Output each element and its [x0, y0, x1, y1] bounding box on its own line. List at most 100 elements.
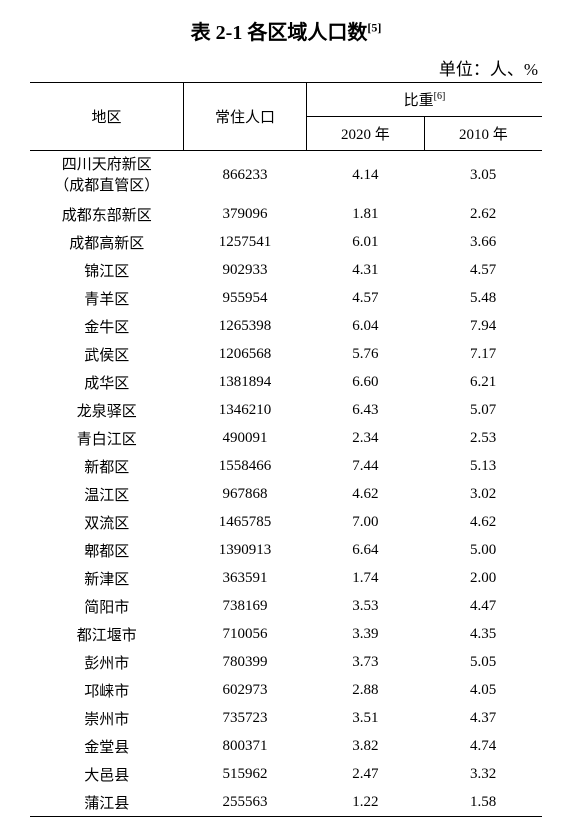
cell-p2010: 7.94 [424, 312, 542, 340]
cell-population: 866233 [184, 151, 307, 201]
cell-population: 955954 [184, 284, 307, 312]
cell-p2020: 6.60 [306, 368, 424, 396]
cell-p2020: 2.88 [306, 676, 424, 704]
cell-p2020: 4.57 [306, 284, 424, 312]
cell-population: 1558466 [184, 452, 307, 480]
table-row: 大邑县5159622.473.32 [30, 760, 542, 788]
cell-p2020: 4.14 [306, 151, 424, 201]
cell-p2010: 1.58 [424, 788, 542, 817]
cell-p2010: 5.00 [424, 536, 542, 564]
cell-region: 新津区 [30, 564, 184, 592]
cell-p2010: 3.02 [424, 480, 542, 508]
cell-p2020: 3.82 [306, 732, 424, 760]
cell-region: 成都东部新区 [30, 200, 184, 228]
table-row: 双流区14657857.004.62 [30, 508, 542, 536]
cell-p2010: 4.74 [424, 732, 542, 760]
cell-p2010: 4.35 [424, 620, 542, 648]
population-table: 地区 常住人口 比重[6] 2020 年 2010 年 四川天府新区（成都直管区… [30, 82, 542, 817]
title-text: 表 2-1 各区域人口数 [191, 22, 368, 44]
table-row: 新津区3635911.742.00 [30, 564, 542, 592]
cell-population: 1381894 [184, 368, 307, 396]
cell-population: 490091 [184, 424, 307, 452]
cell-p2010: 4.57 [424, 256, 542, 284]
table-row: 成华区13818946.606.21 [30, 368, 542, 396]
table-row: 金堂县8003713.824.74 [30, 732, 542, 760]
table-row: 四川天府新区（成都直管区）8662334.143.05 [30, 151, 542, 201]
table-row: 崇州市7357233.514.37 [30, 704, 542, 732]
table-row: 蒲江县2555631.221.58 [30, 788, 542, 817]
cell-region: 郫都区 [30, 536, 184, 564]
table-row: 龙泉驿区13462106.435.07 [30, 396, 542, 424]
cell-p2010: 4.05 [424, 676, 542, 704]
cell-region: 青白江区 [30, 424, 184, 452]
table-body: 四川天府新区（成都直管区）8662334.143.05成都东部新区3790961… [30, 151, 542, 817]
cell-p2020: 6.43 [306, 396, 424, 424]
table-row: 新都区15584667.445.13 [30, 452, 542, 480]
cell-population: 738169 [184, 592, 307, 620]
cell-region: 都江堰市 [30, 620, 184, 648]
cell-population: 255563 [184, 788, 307, 817]
cell-region: 成华区 [30, 368, 184, 396]
cell-p2010: 7.17 [424, 340, 542, 368]
cell-region: 新都区 [30, 452, 184, 480]
cell-p2010: 6.21 [424, 368, 542, 396]
table-row: 锦江区9029334.314.57 [30, 256, 542, 284]
table-row: 成都高新区12575416.013.66 [30, 228, 542, 256]
cell-p2010: 3.32 [424, 760, 542, 788]
cell-p2020: 3.39 [306, 620, 424, 648]
cell-population: 1465785 [184, 508, 307, 536]
cell-p2010: 2.00 [424, 564, 542, 592]
cell-region: 金牛区 [30, 312, 184, 340]
cell-p2010: 5.05 [424, 648, 542, 676]
cell-population: 1257541 [184, 228, 307, 256]
cell-region: 大邑县 [30, 760, 184, 788]
cell-p2010: 2.53 [424, 424, 542, 452]
table-row: 邛崃市6029732.884.05 [30, 676, 542, 704]
cell-p2020: 1.74 [306, 564, 424, 592]
cell-population: 379096 [184, 200, 307, 228]
cell-p2010: 5.07 [424, 396, 542, 424]
cell-population: 1265398 [184, 312, 307, 340]
cell-p2020: 6.04 [306, 312, 424, 340]
cell-population: 735723 [184, 704, 307, 732]
cell-p2020: 3.51 [306, 704, 424, 732]
unit-label: 单位：人、% [30, 55, 542, 80]
header-proportion-text: 比重 [404, 93, 434, 109]
cell-population: 515962 [184, 760, 307, 788]
cell-p2010: 4.37 [424, 704, 542, 732]
cell-population: 1346210 [184, 396, 307, 424]
table-row: 简阳市7381693.534.47 [30, 592, 542, 620]
cell-region: 温江区 [30, 480, 184, 508]
cell-population: 1390913 [184, 536, 307, 564]
cell-p2020: 1.22 [306, 788, 424, 817]
cell-p2020: 4.62 [306, 480, 424, 508]
table-row: 彭州市7803993.735.05 [30, 648, 542, 676]
cell-p2010: 5.13 [424, 452, 542, 480]
header-population: 常住人口 [184, 83, 307, 151]
header-region: 地区 [30, 83, 184, 151]
cell-region: 双流区 [30, 508, 184, 536]
table-row: 成都东部新区3790961.812.62 [30, 200, 542, 228]
title-superscript: [5] [367, 20, 381, 34]
cell-p2020: 2.47 [306, 760, 424, 788]
table-title: 表 2-1 各区域人口数[5] [30, 16, 542, 45]
cell-region: 彭州市 [30, 648, 184, 676]
header-year-2010: 2010 年 [424, 117, 542, 151]
table-row: 金牛区12653986.047.94 [30, 312, 542, 340]
table-row: 青羊区9559544.575.48 [30, 284, 542, 312]
cell-p2010: 2.62 [424, 200, 542, 228]
table-row: 郫都区13909136.645.00 [30, 536, 542, 564]
cell-p2020: 3.53 [306, 592, 424, 620]
cell-region: 简阳市 [30, 592, 184, 620]
cell-population: 602973 [184, 676, 307, 704]
cell-population: 967868 [184, 480, 307, 508]
cell-p2020: 2.34 [306, 424, 424, 452]
header-proportion-sup: [6] [434, 91, 446, 102]
cell-region: 邛崃市 [30, 676, 184, 704]
cell-region: 青羊区 [30, 284, 184, 312]
cell-region: 蒲江县 [30, 788, 184, 817]
cell-p2020: 6.01 [306, 228, 424, 256]
table-row: 武侯区12065685.767.17 [30, 340, 542, 368]
cell-region: 锦江区 [30, 256, 184, 284]
header-proportion: 比重[6] [306, 83, 542, 117]
